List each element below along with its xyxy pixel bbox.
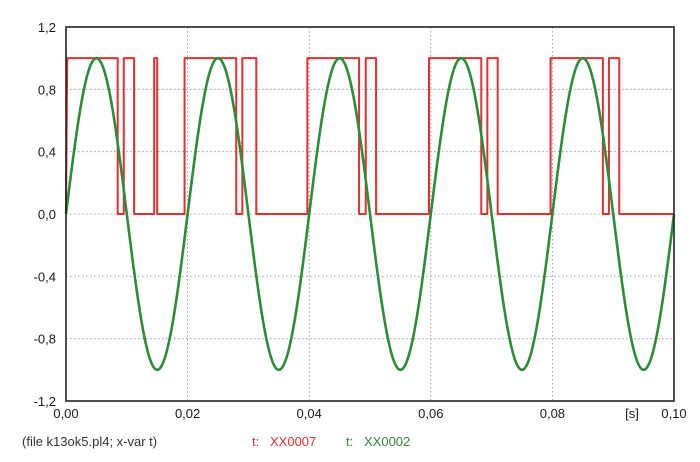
x-tick-label: 0,04 bbox=[297, 406, 322, 421]
y-tick-label: 1,2 bbox=[38, 20, 56, 35]
plot-frame bbox=[65, 26, 675, 402]
legend-entry-green-prefix: t: bbox=[346, 434, 353, 449]
y-tick-label: 0,8 bbox=[38, 82, 56, 97]
series-line-XX0007 bbox=[65, 57, 674, 215]
x-tick-label: 0,08 bbox=[540, 406, 565, 421]
legend-entry-green-name: XX0002 bbox=[364, 434, 410, 449]
x-tick-label: 0,10 bbox=[661, 406, 686, 421]
x-tick-label: 0,06 bbox=[418, 406, 443, 421]
y-tick-label: -0,4 bbox=[34, 269, 56, 284]
x-tick-label: 0,02 bbox=[175, 406, 200, 421]
y-tick-label: -1,2 bbox=[34, 394, 56, 409]
y-tick-label: -0,8 bbox=[34, 332, 56, 347]
x-unit-label: [s] bbox=[625, 406, 639, 421]
legend: (file k13ok5.pl4; x-var t) t: XX0007 t: … bbox=[22, 434, 410, 449]
series-line-XX0002 bbox=[64, 56, 676, 372]
legend-entry-red-prefix: t: bbox=[252, 434, 259, 449]
series-layer bbox=[64, 56, 676, 372]
legend-entry-red-name: XX0007 bbox=[270, 434, 316, 449]
y-tick-label: 0,4 bbox=[38, 145, 56, 160]
legend-file-label: (file k13ok5.pl4; x-var t) bbox=[22, 434, 157, 449]
y-tick-label: 0,0 bbox=[38, 207, 56, 222]
y-tick-labels: 1,2 0,8 0,4 0,0 -0,4 -0,8 -1,2 bbox=[34, 20, 56, 409]
x-tick-label: 0,00 bbox=[53, 406, 78, 421]
x-tick-labels: 0,00 0,02 0,04 0,06 0,08 0,10 bbox=[53, 406, 686, 421]
